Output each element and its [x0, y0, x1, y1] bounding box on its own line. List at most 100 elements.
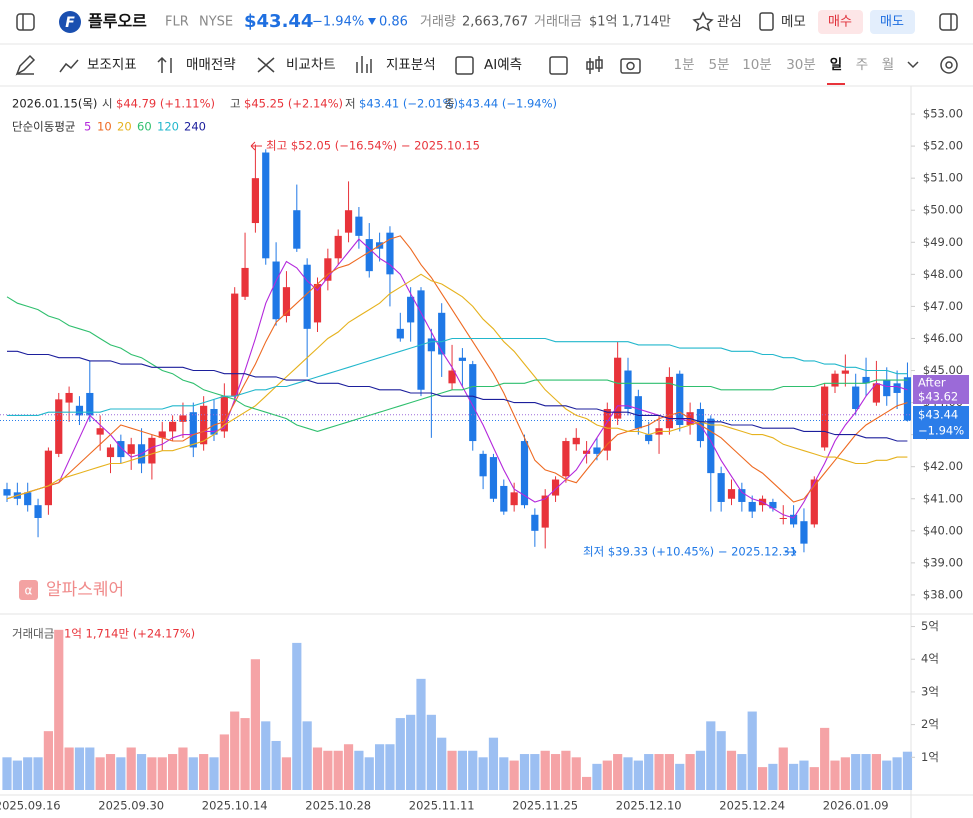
period-button[interactable]: 5분	[708, 57, 729, 73]
compare-icon[interactable]	[257, 57, 275, 73]
toolbar-tool[interactable]: 보조지표	[87, 57, 137, 73]
candle-body	[469, 364, 477, 442]
volume-info: 1억 1,714만 (+24.17%)	[64, 627, 195, 641]
candle-body	[407, 296, 415, 323]
watch-button[interactable]: 관심	[717, 14, 742, 30]
settings-icon	[945, 61, 953, 69]
volume-bar	[74, 747, 85, 790]
strategy-icon[interactable]	[157, 56, 172, 73]
high-arrow	[250, 141, 262, 151]
candle-body	[179, 415, 187, 422]
period-button[interactable]: 월	[882, 57, 894, 73]
volume-bar	[540, 750, 550, 790]
candle-body	[748, 501, 756, 512]
volume-bar	[809, 767, 819, 790]
last-tag-change: −1.94%	[918, 424, 964, 438]
y-tick-label: $52.00	[923, 139, 963, 153]
volume-bar	[478, 757, 488, 790]
after-tag-price: $43.62	[918, 390, 958, 404]
volume-bar	[757, 767, 768, 790]
logo	[59, 11, 81, 33]
candle-body	[810, 479, 818, 525]
volume-bar	[385, 744, 395, 790]
volume: 2,663,767	[462, 15, 528, 30]
x-tick-label: 2025.11.11	[409, 799, 475, 813]
candle-body	[738, 489, 746, 502]
ai-icon[interactable]	[455, 56, 474, 75]
candle-body	[251, 178, 259, 224]
volume-bar	[582, 776, 592, 790]
overlay-layer: $38.00$39.00$40.00$41.00$42.00$43.00$44.…	[0, 107, 969, 813]
toolbar-tool[interactable]: 비교차트	[286, 57, 336, 73]
volume-bar	[188, 757, 198, 790]
info-label: 저	[345, 97, 356, 111]
panel-icon[interactable]	[939, 13, 958, 31]
y-tick-label: $49.00	[923, 235, 963, 249]
toolbar-tool[interactable]: AI예측	[484, 57, 522, 73]
toolbar-tool[interactable]: 지표분석	[386, 57, 436, 73]
shape-icon[interactable]	[549, 56, 568, 75]
volume-bar	[571, 757, 581, 790]
draw-icon[interactable]	[15, 54, 36, 76]
volume-bar	[830, 760, 840, 790]
volume-bar	[902, 751, 913, 790]
candle-body	[872, 383, 880, 403]
y-tick-label: $53.00	[923, 107, 963, 121]
legend-entry: 240	[184, 120, 206, 134]
candle-body	[520, 441, 529, 506]
volume-bar	[633, 760, 643, 790]
candle-body	[282, 287, 291, 317]
x-tick-label: 2025.11.25	[512, 799, 578, 813]
more-icon[interactable]	[907, 61, 919, 69]
volume-bar	[882, 760, 892, 790]
candle-body	[893, 383, 901, 393]
candle-body	[386, 232, 394, 275]
candle-body	[417, 290, 425, 390]
candle-body	[365, 239, 373, 272]
y-tick-label: $48.00	[923, 267, 963, 281]
volume-bar	[343, 744, 354, 790]
candle-body	[438, 312, 446, 355]
buy-button[interactable]	[818, 10, 863, 34]
info-value: $44.79 (+1.11%)	[116, 97, 215, 111]
sell-button[interactable]	[870, 10, 915, 34]
volume-bar	[820, 727, 830, 790]
candle-body	[34, 505, 42, 518]
candle-body	[303, 264, 311, 329]
volume-bar	[354, 750, 364, 790]
candle-body	[883, 380, 891, 397]
volume-bar	[747, 711, 757, 790]
volume-bar	[623, 757, 633, 790]
watermark: 알파스퀘어	[46, 580, 124, 600]
settings-icon[interactable]	[940, 56, 958, 74]
ticker: FLR	[165, 15, 189, 30]
high-annotation: 최고 $52.05 (−16.54%) − 2025.10.15	[266, 139, 480, 153]
sidebar-icon[interactable]	[16, 13, 35, 31]
volume-bar	[261, 721, 271, 790]
period-button[interactable]: 주	[856, 57, 868, 73]
candle-body	[603, 408, 611, 451]
period-button[interactable]: 30분	[786, 57, 816, 73]
camera-icon[interactable]	[620, 58, 641, 74]
legend-entry: 20	[117, 120, 132, 134]
period-button[interactable]: 10분	[742, 57, 772, 73]
volume-bar	[230, 711, 240, 790]
indicator-icon[interactable]	[59, 59, 79, 73]
last-tag-price: $43.44	[918, 408, 958, 422]
candle-body	[448, 370, 456, 384]
toolbar-tool[interactable]: 매매전략	[186, 57, 236, 73]
memo-button[interactable]: 메모	[781, 14, 806, 30]
volume-tick-label: 3억	[921, 684, 939, 698]
candle-body	[903, 377, 912, 421]
candle-body	[717, 473, 725, 502]
period-button[interactable]: 일	[830, 57, 842, 73]
candle-icon[interactable]	[586, 56, 603, 74]
volume-bar	[292, 642, 302, 790]
period-button[interactable]: 1분	[673, 57, 694, 73]
volume-bar	[468, 750, 478, 790]
ma-line	[7, 337, 908, 416]
candle-body	[220, 396, 228, 432]
analysis-icon[interactable]	[356, 56, 372, 73]
volume-tick-label: 4억	[921, 652, 939, 666]
x-tick-label: 2025.09.30	[98, 799, 164, 813]
